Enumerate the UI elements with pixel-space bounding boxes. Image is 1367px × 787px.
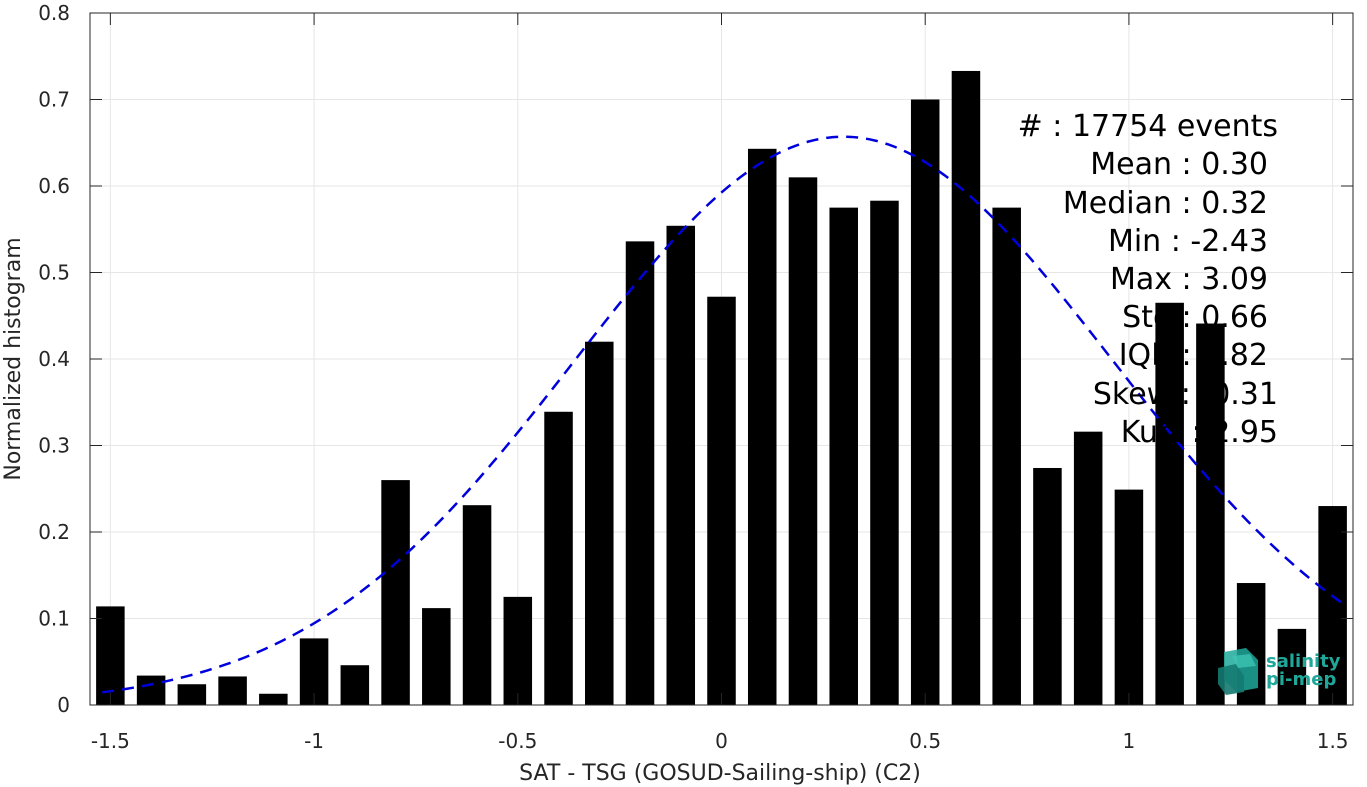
histogram-bar <box>625 241 655 706</box>
histogram-bar <box>177 684 207 705</box>
histogram-bar <box>136 675 166 705</box>
stat-events: # : 17754 events <box>1018 109 1278 144</box>
stat-skew: Skew : -0.31 <box>1093 377 1278 412</box>
logo-text-pi-mep: pi-mep <box>1266 669 1336 690</box>
histogram-bar <box>870 200 899 705</box>
stat-max: Max : 3.09 <box>1110 262 1268 297</box>
histogram-bar <box>747 148 777 705</box>
histogram-bar <box>666 225 696 706</box>
histogram-bar <box>1073 431 1103 705</box>
y-tick-label: 0 <box>57 693 70 717</box>
x-tick-label: 1 <box>1123 729 1136 753</box>
y-tick-label: 0.2 <box>38 520 70 544</box>
histogram-bar <box>1033 467 1062 705</box>
histogram-bar <box>992 207 1021 705</box>
histogram-bar <box>1155 302 1184 705</box>
histogram-bar <box>707 296 736 705</box>
gaussian-fit-curve <box>102 135 1342 694</box>
y-axis-label: Normalized histogram <box>1 237 26 480</box>
histogram-bar <box>910 99 940 705</box>
histogram-bar <box>503 596 533 705</box>
x-tick-label: -1.5 <box>91 729 130 753</box>
histogram-bar <box>381 480 410 705</box>
y-tick-label: 0.5 <box>38 261 70 285</box>
x-tick-label: 0 <box>715 729 728 753</box>
x-tick-label: 0.5 <box>909 729 941 753</box>
salinity-pi-mep-logo: salinity pi-mep <box>1218 648 1341 695</box>
y-tick-label: 0.3 <box>38 434 70 458</box>
histogram-bar <box>829 207 858 705</box>
x-tick-labels: -1.5 -1 -0.5 0 0.5 1 1.5 <box>91 729 1349 753</box>
logo-cube-icon <box>1218 648 1258 695</box>
x-tick-label: -1 <box>304 729 324 753</box>
stat-mean: Mean : 0.30 <box>1090 147 1268 182</box>
stat-kurt: Kurt : 2.95 <box>1121 415 1278 450</box>
histogram-bar <box>96 606 125 705</box>
x-axis-label: SAT - TSG (GOSUD-Sailing-ship) (C2) <box>519 761 921 786</box>
x-tick-label: 1.5 <box>1317 729 1349 753</box>
stats-box: # : 17754 events Mean : 0.30 Median : 0.… <box>1018 109 1278 450</box>
histogram-bar <box>788 177 818 706</box>
bars <box>96 70 1347 706</box>
histogram-bar <box>422 608 451 705</box>
stat-min: Min : -2.43 <box>1108 224 1268 259</box>
histogram-bar <box>951 70 981 705</box>
histogram-bar <box>462 505 492 705</box>
y-tick-label: 0.8 <box>38 1 70 25</box>
y-tick-label: 0.6 <box>38 174 70 198</box>
histogram-bar <box>259 693 288 705</box>
histogram-bar <box>340 665 370 705</box>
y-tick-label: 0.1 <box>38 607 70 631</box>
stat-median: Median : 0.32 <box>1063 186 1268 221</box>
logo-text-salinity: salinity <box>1266 651 1341 672</box>
histogram-bar <box>1318 506 1347 705</box>
histogram-bar <box>1277 628 1307 705</box>
histogram-bar <box>218 676 247 705</box>
y-tick-label: 0.4 <box>38 347 70 371</box>
x-tick-label: -0.5 <box>498 729 537 753</box>
stat-std: Std : 0.66 <box>1122 300 1268 335</box>
y-tick-label: 0.7 <box>38 88 70 112</box>
histogram-bar <box>585 341 614 705</box>
histogram-bar <box>1196 323 1225 705</box>
histogram-bar <box>544 411 573 705</box>
y-tick-labels: 0 0.1 0.2 0.3 0.4 0.5 0.6 0.7 0.8 <box>38 1 70 717</box>
histogram-bar <box>1114 489 1144 705</box>
ticks <box>90 12 1353 706</box>
stat-iqr: IQR : 0.82 <box>1119 338 1268 373</box>
